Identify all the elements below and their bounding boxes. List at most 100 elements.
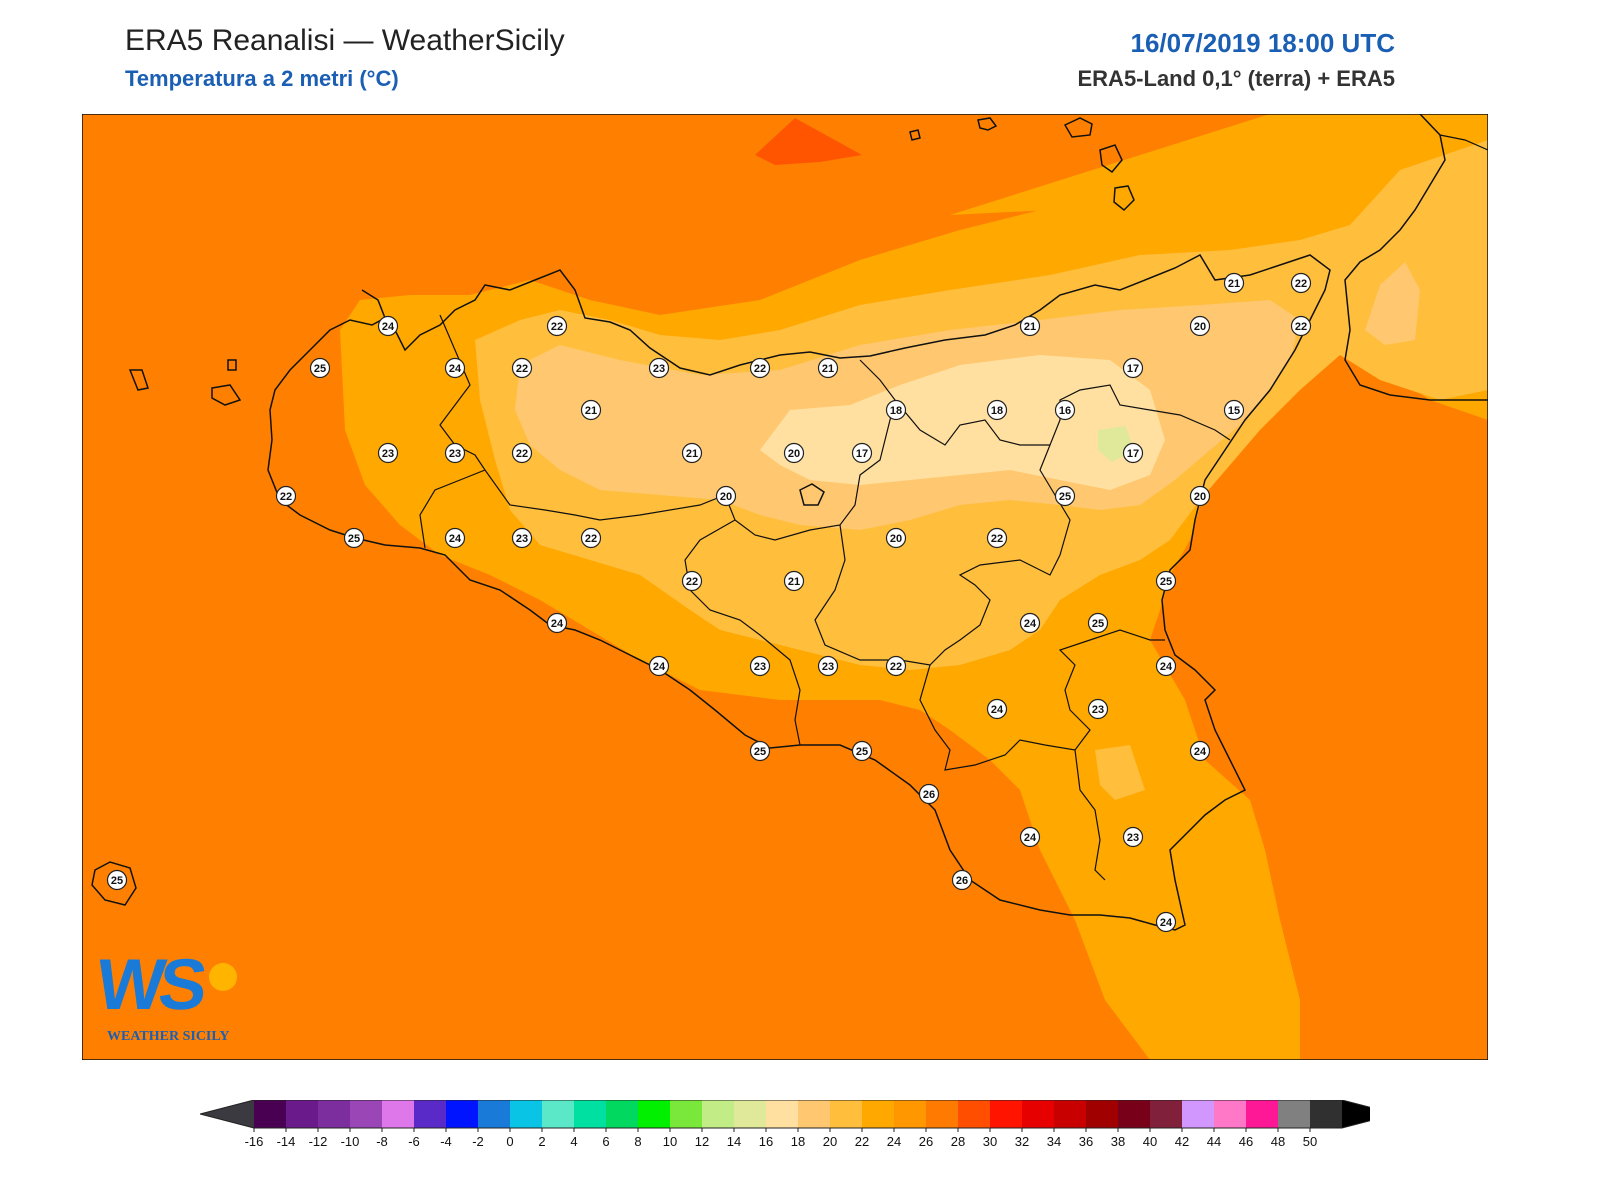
station-value: 20 (1194, 491, 1206, 503)
station-value: 20 (720, 491, 732, 503)
station-value: 24 (653, 661, 666, 673)
station-value: 22 (516, 363, 528, 375)
station-circle (1290, 272, 1312, 294)
colorbar-tick-label: 42 (1175, 1134, 1189, 1149)
station-value: 22 (686, 576, 698, 588)
station-circle (546, 315, 568, 337)
station-value: 25 (1160, 576, 1172, 588)
colorbar-segment (990, 1100, 1023, 1128)
station-circle (1223, 399, 1245, 421)
station-marker: 23 (377, 442, 399, 464)
colorbar-segment (1022, 1100, 1055, 1128)
station-marker: 23 (1087, 698, 1109, 720)
station-value: 22 (890, 661, 902, 673)
station-circle (343, 527, 365, 549)
station-circle (749, 740, 771, 762)
station-marker: 17 (1122, 357, 1144, 379)
station-value: 21 (1228, 278, 1240, 290)
station-marker: 17 (851, 442, 873, 464)
weathersicily-logo: WS WEATHER SICILY (93, 945, 245, 1050)
station-value: 23 (1092, 704, 1104, 716)
station-circle (275, 485, 297, 507)
colorbar-segment (510, 1100, 543, 1128)
colorbar-segment (1214, 1100, 1247, 1128)
colorbar-segment (1246, 1100, 1279, 1128)
island-alicudi-filicudi (909, 129, 921, 141)
colorbar-tick-label: 28 (951, 1134, 965, 1149)
station-marker: 21 (1019, 315, 1041, 337)
station-marker: 22 (681, 570, 703, 592)
station-marker: 25 (309, 357, 331, 379)
colorbar-segment (670, 1100, 703, 1128)
station-circle (1155, 655, 1177, 677)
station-marker: 20 (1189, 315, 1211, 337)
colorbar-tick-label: 46 (1239, 1134, 1253, 1149)
colorbar-segment (734, 1100, 767, 1128)
contour-22-southeast (1095, 745, 1145, 800)
station-circle (511, 527, 533, 549)
island-favignana (211, 384, 242, 406)
station-circle (377, 442, 399, 464)
province-borders (419, 314, 1231, 881)
station-circle (1019, 826, 1041, 848)
station-marker: 21 (580, 399, 602, 421)
station-value: 23 (382, 448, 394, 460)
data-source: ERA5-Land 0,1° (terra) + ERA5 (1077, 66, 1396, 91)
station-value: 22 (551, 321, 563, 333)
station-marker: 22 (511, 357, 533, 379)
station-circle (817, 655, 839, 677)
calabria-border (1439, 134, 1488, 151)
station-circle (511, 357, 533, 379)
station-circle (1122, 357, 1144, 379)
station-circle (1189, 740, 1211, 762)
station-circle (885, 399, 907, 421)
colorbar-tick-label: 34 (1047, 1134, 1061, 1149)
colorbar-tick-label: 40 (1143, 1134, 1157, 1149)
colorbar-max-arrow (1342, 1100, 1370, 1128)
station-marker: 20 (783, 442, 805, 464)
station-circle (1290, 315, 1312, 337)
colorbar-tick-label: 0 (506, 1134, 513, 1149)
colorbar: -16 -14 -12 -10 -8 -6 -4 -2 0 2 4 6 8 10 12 14 16 18 20 22 2… (200, 1100, 1370, 1149)
station-circle (986, 698, 1008, 720)
station-value: 21 (686, 448, 698, 460)
logo-monogram: WS (92, 945, 206, 1025)
station-value: 24 (382, 321, 395, 333)
colorbar-segment (894, 1100, 927, 1128)
station-value: 25 (1059, 491, 1071, 503)
station-circle (1223, 272, 1245, 294)
colorbar-segment (1054, 1100, 1087, 1128)
station-marker: 24 (377, 315, 399, 337)
colorbar-tick-label: 22 (855, 1134, 869, 1149)
station-value: 24 (991, 704, 1004, 716)
station-value: 15 (1228, 405, 1240, 417)
colorbar-tick-label: -16 (245, 1134, 264, 1149)
map-datetime: 16/07/2019 18:00 UTC (1130, 28, 1395, 58)
station-marker: 24 (1019, 612, 1041, 634)
station-marker: 23 (1122, 826, 1144, 848)
colorbar-segment (382, 1100, 415, 1128)
station-value: 22 (754, 363, 766, 375)
station-circle (580, 527, 602, 549)
colorbar-tick-label: -12 (309, 1134, 328, 1149)
station-marker: 26 (951, 869, 973, 891)
colorbar-segment (414, 1100, 447, 1128)
station-circle (1122, 442, 1144, 464)
colorbar-segment (574, 1100, 607, 1128)
station-value: 25 (856, 746, 868, 758)
station-marker: 22 (1290, 272, 1312, 294)
station-marker: 25 (1054, 485, 1076, 507)
colorbar-segment (798, 1100, 831, 1128)
colorbar-segment (638, 1100, 671, 1128)
station-value: 22 (516, 448, 528, 460)
station-marker: 25 (1155, 570, 1177, 592)
station-marker: 22 (511, 442, 533, 464)
colorbar-segment (542, 1100, 575, 1128)
colorbar-segment (1278, 1100, 1311, 1128)
station-marker: 18 (986, 399, 1008, 421)
station-circle (1189, 485, 1211, 507)
colorbar-tick-label: 2 (538, 1134, 545, 1149)
sicily-coastline (267, 254, 1331, 931)
calabria-coastline (1344, 114, 1488, 401)
colorbar-tick-label: 10 (663, 1134, 677, 1149)
